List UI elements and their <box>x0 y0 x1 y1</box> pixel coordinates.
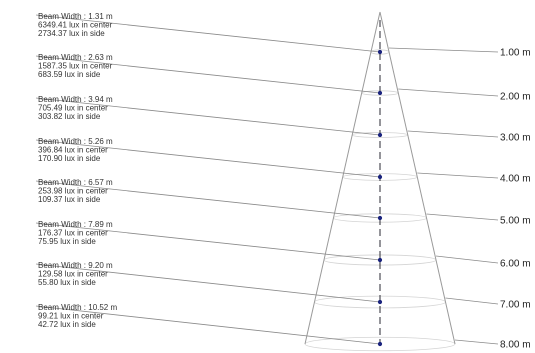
axis-marker <box>377 132 383 138</box>
axis-marker <box>377 49 383 55</box>
annotation-leaders <box>35 14 499 345</box>
distance-leader-line <box>417 172 499 179</box>
width-leader-line <box>35 180 381 219</box>
cone-right-edge <box>379 11 456 345</box>
width-leader-line <box>35 263 381 303</box>
center-lux-label: 396.84 lux in center <box>38 145 108 154</box>
beam-width-label: Beam Width : 6.57 m <box>38 178 113 187</box>
center-lux-label: 99.21 lux in center <box>38 311 104 320</box>
side-lux-label: 75.95 lux in side <box>38 237 96 246</box>
width-leader-line <box>35 55 381 94</box>
axis-marker <box>377 90 383 96</box>
distance-label: 4.00 m <box>500 174 531 185</box>
side-lux-label: 42.72 lux in side <box>38 320 96 329</box>
beam-width-label: Beam Width : 2.63 m <box>38 53 113 62</box>
level-info: Beam Width : 10.52 m99.21 lux in center4… <box>38 303 117 329</box>
beam-width-label: Beam Width : 1.31 m <box>38 12 113 21</box>
side-lux-label: 109.37 lux in side <box>38 195 101 204</box>
center-lux-label: 129.58 lux in center <box>38 269 108 278</box>
axis-marker <box>377 299 383 305</box>
beam-width-label: Beam Width : 3.94 m <box>38 95 113 104</box>
side-lux-label: 170.90 lux in side <box>38 154 101 163</box>
center-lux-label: 176.37 lux in center <box>38 228 108 237</box>
distance-label: 3.00 m <box>500 133 531 144</box>
side-lux-label: 683.59 lux in side <box>38 70 101 79</box>
beam-width-label: Beam Width : 10.52 m <box>38 303 117 312</box>
distance-leader-line <box>398 88 499 97</box>
distance-label: 5.00 m <box>500 216 531 227</box>
axis-marker <box>377 174 383 180</box>
axis-markers <box>377 49 383 347</box>
center-lux-label: 1587.35 lux in center <box>38 61 113 70</box>
distance-leader-line <box>426 213 499 221</box>
width-leader-line <box>35 222 381 261</box>
center-lux-label: 253.98 lux in center <box>38 186 108 195</box>
distance-label: 8.00 m <box>500 340 531 351</box>
axis-marker <box>377 215 383 221</box>
distance-label: 6.00 m <box>500 259 531 270</box>
width-leader-line <box>35 97 381 136</box>
distance-label: 1.00 m <box>500 48 531 59</box>
width-leader-line <box>35 305 381 345</box>
axis-marker <box>377 257 383 263</box>
width-leader-line <box>35 14 381 53</box>
beam-width-label: Beam Width : 5.26 m <box>38 137 113 146</box>
side-lux-label: 55.80 lux in side <box>38 278 96 287</box>
axis-marker <box>377 341 383 347</box>
beam-width-label: Beam Width : 9.20 m <box>38 261 113 270</box>
side-lux-label: 303.82 lux in side <box>38 112 101 121</box>
side-lux-label: 2734.37 lux in side <box>38 29 105 38</box>
distance-leader-line <box>407 130 499 138</box>
distance-leader-line <box>454 339 499 345</box>
distance-leader-line <box>435 255 499 264</box>
cone-left-edge <box>304 11 381 345</box>
beam-width-label: Beam Width : 7.89 m <box>38 220 113 229</box>
distance-leader-line <box>445 297 499 305</box>
distance-label: 7.00 m <box>500 300 531 311</box>
center-lux-label: 705.49 lux in center <box>38 103 108 112</box>
width-leader-line <box>35 139 381 178</box>
center-lux-label: 6349.41 lux in center <box>38 20 113 29</box>
distance-leader-line <box>389 47 499 53</box>
distance-label: 2.00 m <box>500 92 531 103</box>
